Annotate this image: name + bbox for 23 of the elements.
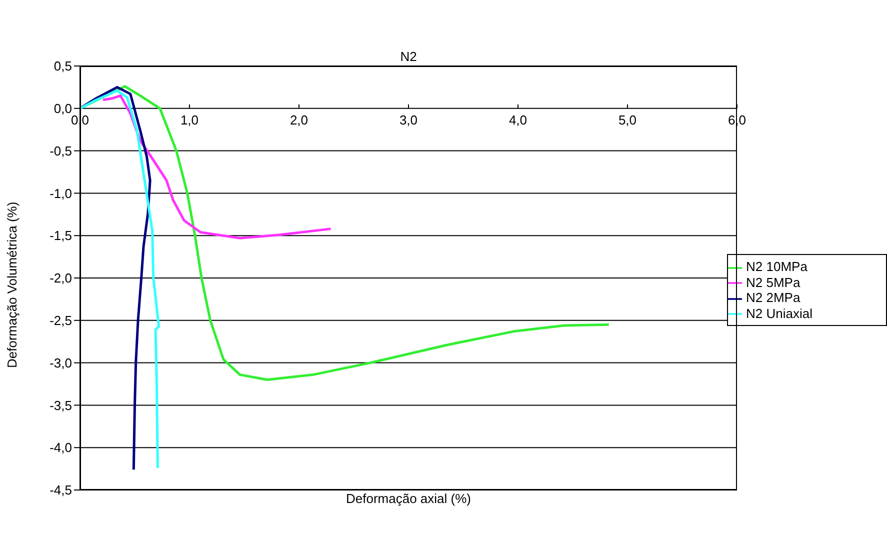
legend-label: N2 2MPa <box>746 290 800 306</box>
x-tick-label: 5,0 <box>618 112 637 128</box>
y-tick-label: -1,5 <box>50 228 72 244</box>
x-tick-label: 2,0 <box>290 112 308 128</box>
legend-label: N2 10MPa <box>746 259 808 274</box>
y-tick-label: -2,0 <box>50 270 72 286</box>
y-tick-label: -4,5 <box>50 482 72 498</box>
legend-label: N2 5MPa <box>746 274 800 290</box>
y-tick-label: -2,5 <box>50 313 72 328</box>
x-axis-title: Deformação axial (%) <box>346 491 471 506</box>
y-tick-label: -3,0 <box>50 355 72 370</box>
x-tick-label: 1,0 <box>180 112 199 128</box>
y-tick-label: -3,5 <box>50 398 72 413</box>
y-tick-label: -1,0 <box>50 186 72 201</box>
y-tick-label: 0,5 <box>54 58 72 74</box>
y-tick-label: -4,0 <box>50 440 72 456</box>
x-tick-label: 3,0 <box>399 112 418 128</box>
legend-label: N2 Uniaxial <box>746 306 812 321</box>
chart-title: N2 <box>399 49 418 64</box>
x-tick-label: 4,0 <box>508 112 528 128</box>
y-tick-label: -0,5 <box>50 143 72 158</box>
y-tick-label: 0,0 <box>54 101 72 116</box>
y-axis-title: Deformação Volumétrica (%) <box>4 202 20 368</box>
